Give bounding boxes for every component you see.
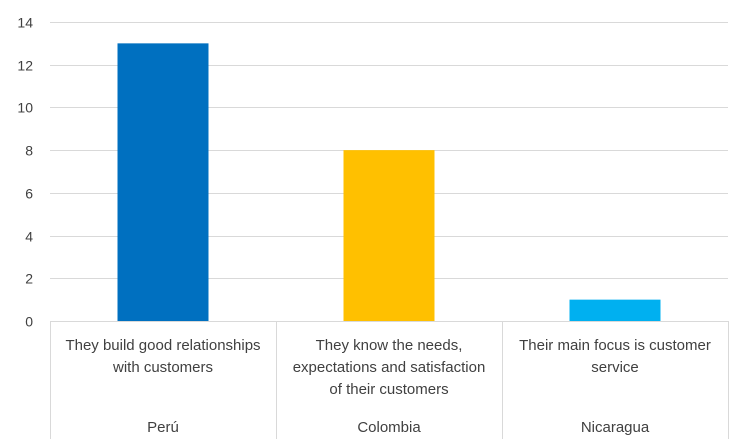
category-label: They build good relationships <box>65 337 260 354</box>
y-tick-label: 6 <box>25 186 33 202</box>
group-label: Nicaragua <box>581 419 650 436</box>
y-tick-label: 2 <box>25 271 33 287</box>
bars <box>117 43 661 321</box>
y-tick-label: 10 <box>17 100 33 116</box>
group-label: Colombia <box>357 419 421 436</box>
bar <box>117 43 209 321</box>
category-label: Their main focus is customer <box>519 337 711 354</box>
bar <box>569 299 661 321</box>
y-axis-tick-labels: 0 2 4 6 8 10 12 14 <box>17 15 33 330</box>
category-label: of their customers <box>329 381 448 398</box>
category-label: service <box>591 359 639 376</box>
y-tick-label: 12 <box>17 58 33 74</box>
group-label: Perú <box>147 419 179 436</box>
y-tick-label: 14 <box>17 15 33 31</box>
y-tick-label: 4 <box>25 229 33 245</box>
category-label: expectations and satisfaction <box>293 359 486 376</box>
y-tick-label: 0 <box>25 314 33 330</box>
bar <box>343 150 435 321</box>
category-labels: They build good relationships with custom… <box>65 337 710 398</box>
axes <box>50 321 729 439</box>
category-label: with customers <box>112 359 213 376</box>
group-labels: Perú Colombia Nicaragua <box>147 419 650 436</box>
y-tick-label: 8 <box>25 143 33 159</box>
category-label: They know the needs, <box>316 337 463 354</box>
